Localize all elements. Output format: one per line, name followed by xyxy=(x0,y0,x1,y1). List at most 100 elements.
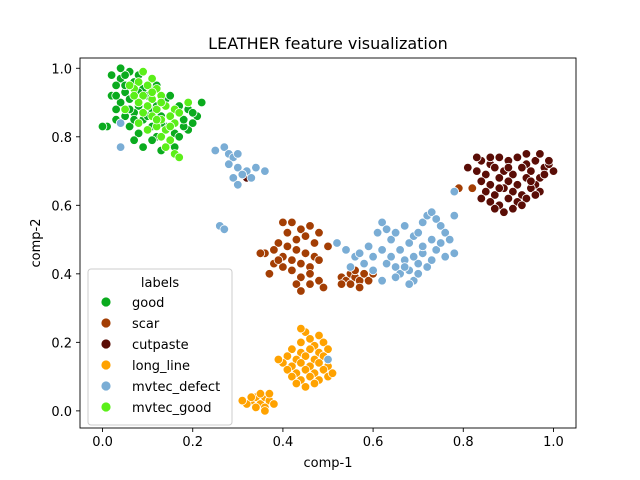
data-point-scar-29 xyxy=(305,279,315,289)
legend-marker-mvtec_defect xyxy=(100,380,112,392)
y-tick-label-4: 0.8 xyxy=(51,131,72,146)
data-point-mvtec_defect-28 xyxy=(395,245,405,255)
data-point-scar-46 xyxy=(336,279,347,289)
data-point-mvtec_defect-54 xyxy=(436,238,446,248)
legend-marker-mvtec_good xyxy=(100,401,112,413)
data-point-mvtec_defect-6 xyxy=(233,149,243,159)
data-point-long_line-1 xyxy=(305,334,315,344)
data-point-scar-4 xyxy=(314,227,324,238)
data-point-scar-23 xyxy=(287,265,297,276)
data-point-long_line-36 xyxy=(273,354,284,365)
data-point-cutpaste-2 xyxy=(494,152,505,163)
data-point-long_line-27 xyxy=(287,371,297,382)
data-point-scar-17 xyxy=(296,258,306,269)
data-point-mvtec_defect-13 xyxy=(228,173,239,183)
data-point-long_line-46 xyxy=(269,399,279,409)
data-point-mvtec_defect-36 xyxy=(431,214,441,224)
data-point-cutpaste-49 xyxy=(521,149,532,159)
axes-layer: 0.0 0.2 0.4 0.6 0.8 1.0 0.0 0.2 0.4 0.6 0.8 1.0 xyxy=(51,57,577,450)
data-point-scar-48 xyxy=(467,183,478,193)
data-point-mvtec_good-25 xyxy=(174,152,184,163)
x-tick-label-4: 0.8 xyxy=(453,435,474,450)
data-point-mvtec_defect-56 xyxy=(363,241,374,252)
data-point-mvtec_defect-19 xyxy=(341,245,351,255)
data-point-mvtec_defect-53 xyxy=(431,245,441,255)
plot-frame xyxy=(79,57,577,429)
data-point-mvtec_defect-41 xyxy=(377,245,387,255)
data-point-mvtec_defect-60 xyxy=(377,276,387,286)
data-point-mvtec_defect-25 xyxy=(381,224,392,235)
data-point-cutpaste-8 xyxy=(548,166,559,176)
data-point-long_line-51 xyxy=(237,395,248,406)
data-point-mvtec_defect-57 xyxy=(368,265,378,276)
legend-label-long_line: long_line xyxy=(132,359,190,374)
data-point-good-3 xyxy=(111,80,121,91)
data-point-cutpaste-45 xyxy=(535,149,545,159)
data-point-cutpaste-4 xyxy=(512,152,523,163)
data-point-cutpaste-6 xyxy=(530,156,541,166)
data-point-long_line-34 xyxy=(309,378,320,389)
data-point-long_line-49 xyxy=(260,406,270,416)
data-point-good-57 xyxy=(111,90,121,101)
data-point-scar-32 xyxy=(273,255,284,265)
data-point-cutpaste-41 xyxy=(499,207,509,217)
data-point-good-12 xyxy=(111,104,121,115)
data-point-mvtec_good-0 xyxy=(138,66,148,77)
data-point-cutpaste-42 xyxy=(508,203,518,214)
y-tick-label-0: 0.0 xyxy=(51,405,72,420)
legend-marker-scar xyxy=(100,317,112,329)
x-tick-label-1: 0.2 xyxy=(182,435,203,450)
legend-label-good: good xyxy=(132,296,164,311)
data-point-mvtec_good-23 xyxy=(160,142,171,152)
points-layer xyxy=(97,63,559,416)
data-point-mvtec_defect-24 xyxy=(377,217,387,228)
data-point-good-34 xyxy=(187,118,198,128)
data-point-scar-3 xyxy=(305,221,315,231)
data-point-long_line-50 xyxy=(264,389,275,399)
data-point-long_line-37 xyxy=(327,368,338,378)
data-point-mvtec_defect-44 xyxy=(390,262,401,272)
data-point-scar-41 xyxy=(345,279,356,289)
data-point-mvtec_defect-69 xyxy=(323,354,333,365)
data-point-mvtec_defect-23 xyxy=(372,227,383,238)
data-point-scar-22 xyxy=(278,262,288,272)
data-point-long_line-47 xyxy=(255,389,266,399)
data-point-long_line-35 xyxy=(296,323,306,334)
data-point-long_line-2 xyxy=(314,330,324,341)
data-point-scar-6 xyxy=(291,234,302,245)
data-point-mvtec_defect-21 xyxy=(359,258,369,269)
data-point-cutpaste-14 xyxy=(517,162,527,173)
data-point-scar-9 xyxy=(273,238,284,248)
data-point-scar-16 xyxy=(287,255,297,265)
data-point-scar-14 xyxy=(269,245,279,255)
data-point-mvtec_good-36 xyxy=(133,118,144,128)
data-point-cutpaste-47 xyxy=(472,152,482,163)
data-point-cutpaste-15 xyxy=(526,166,536,176)
data-point-scar-10 xyxy=(282,241,293,252)
legend-label-scar: scar xyxy=(132,317,160,332)
data-point-cutpaste-39 xyxy=(530,190,541,200)
data-point-cutpaste-43 xyxy=(517,200,527,211)
data-point-mvtec_defect-68 xyxy=(449,186,460,197)
data-point-mvtec_defect-17 xyxy=(219,224,230,235)
data-point-scar-12 xyxy=(300,248,311,259)
data-point-scar-45 xyxy=(354,282,365,293)
data-point-good-0 xyxy=(106,70,117,80)
legend-box xyxy=(87,268,233,426)
data-point-mvtec_defect-3 xyxy=(219,142,230,152)
data-point-mvtec_defect-2 xyxy=(210,145,221,156)
data-point-mvtec_defect-58 xyxy=(354,248,365,259)
data-point-mvtec_good-30 xyxy=(120,104,130,115)
data-point-good-24 xyxy=(129,135,139,145)
data-point-long_line-20 xyxy=(314,358,324,368)
data-point-cutpaste-46 xyxy=(544,156,554,166)
data-point-scar-8 xyxy=(309,238,320,248)
y-tick-label-1: 0.2 xyxy=(51,336,72,351)
data-point-cutpaste-33 xyxy=(476,193,487,204)
data-point-long_line-13 xyxy=(300,351,311,361)
data-point-cutpaste-19 xyxy=(485,180,496,190)
data-point-cutpaste-40 xyxy=(490,203,500,214)
data-point-mvtec_defect-11 xyxy=(237,169,248,180)
data-point-scar-27 xyxy=(291,279,302,289)
